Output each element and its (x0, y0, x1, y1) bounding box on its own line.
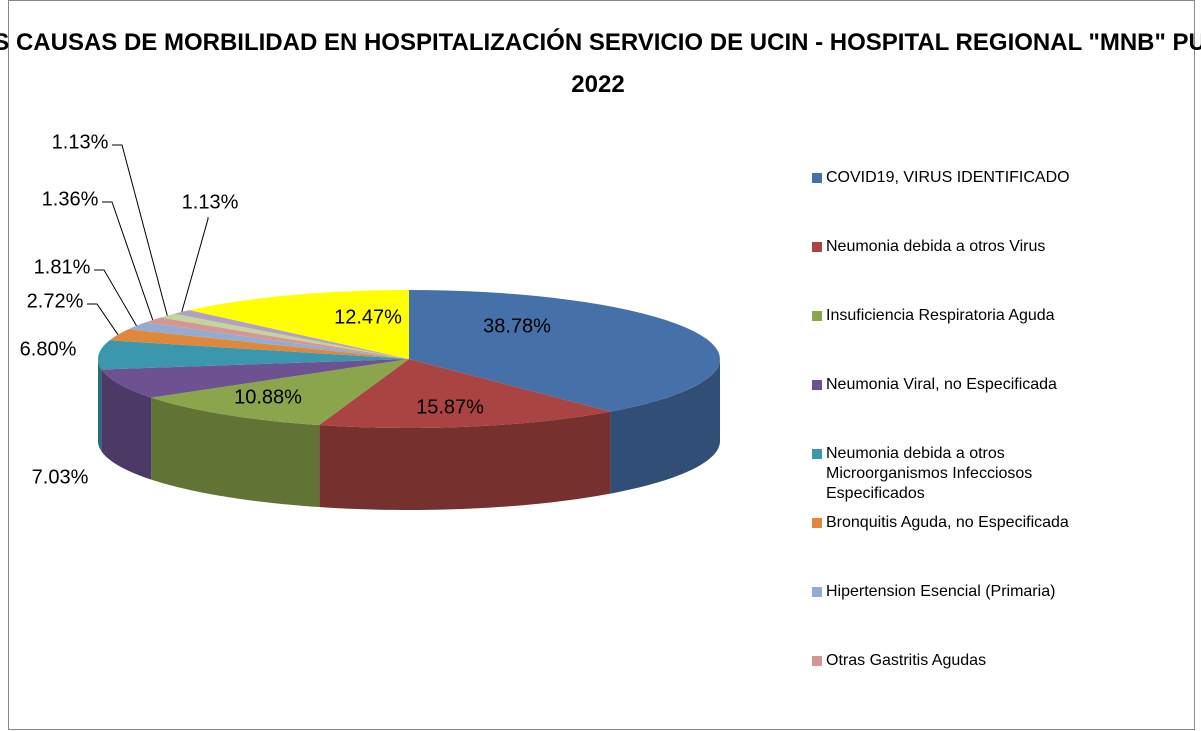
legend-label: Neumonia debida a otros Virus (826, 237, 1126, 257)
data-label: 1.13% (52, 131, 109, 153)
legend-label: Otras Gastritis Agudas (826, 651, 1126, 671)
legend-label: Insuficiencia Respiratoria Aguda (826, 306, 1126, 326)
chart: PRINCIPALES CAUSAS DE MORBILIDAD EN HOSP… (0, 0, 1201, 731)
legend-label: Bronquitis Aguda, no Especificada (826, 513, 1126, 533)
legend-item: COVID19, VIRUS IDENTIFICADO (812, 168, 1112, 237)
slice-side (98, 359, 102, 451)
legend-item: Hipertension Esencial (Primaria) (812, 582, 1112, 651)
data-label: 15.87% (416, 396, 484, 418)
legend-label: Hipertension Esencial (Primaria) (826, 582, 1126, 602)
legend-swatch (812, 449, 822, 459)
legend-item: Insuficiencia Respiratoria Aguda (812, 306, 1112, 375)
leader-line (87, 304, 118, 335)
legend-item: Neumonia debida a otros Virus (812, 237, 1112, 306)
legend-label: Neumonia Viral, no Especificada (826, 375, 1126, 395)
leader-line (182, 217, 208, 312)
legend-swatch (812, 173, 822, 183)
data-label: 10.88% (234, 386, 302, 408)
chart-title-line: 2022 (571, 71, 624, 98)
legend-item: Otras Gastritis Agudas (812, 651, 1112, 720)
legend-swatch (812, 518, 822, 528)
leader-line (102, 202, 153, 320)
data-label: 1.36% (42, 188, 99, 210)
legend-item: Neumonia debida a otros Microorganismos … (812, 444, 1112, 513)
legend-item: Bronquitis Aguda, no Especificada (812, 513, 1112, 582)
legend-swatch (812, 311, 822, 321)
legend-swatch (812, 242, 822, 252)
data-label: 38.78% (483, 315, 551, 337)
data-label: 1.13% (182, 191, 239, 213)
data-label: 2.72% (27, 290, 84, 312)
data-label: 12.47% (334, 306, 402, 328)
data-label: 1.81% (34, 256, 91, 278)
legend-label: Neumonia debida a otros Microorganismos … (826, 444, 1056, 504)
leader-line (94, 270, 136, 326)
legend-label: COVID19, VIRUS IDENTIFICADO (826, 168, 1126, 188)
legend-swatch (812, 380, 822, 390)
data-label: 6.80% (20, 338, 77, 360)
leader-line (112, 145, 167, 316)
data-label: 7.03% (32, 466, 89, 488)
chart-title: PRINCIPALES CAUSAS DE MORBILIDAD EN HOSP… (0, 28, 1201, 56)
legend-item: Neumonia Viral, no Especificada (812, 375, 1112, 444)
legend-swatch (812, 656, 822, 666)
legend-swatch (812, 587, 822, 597)
